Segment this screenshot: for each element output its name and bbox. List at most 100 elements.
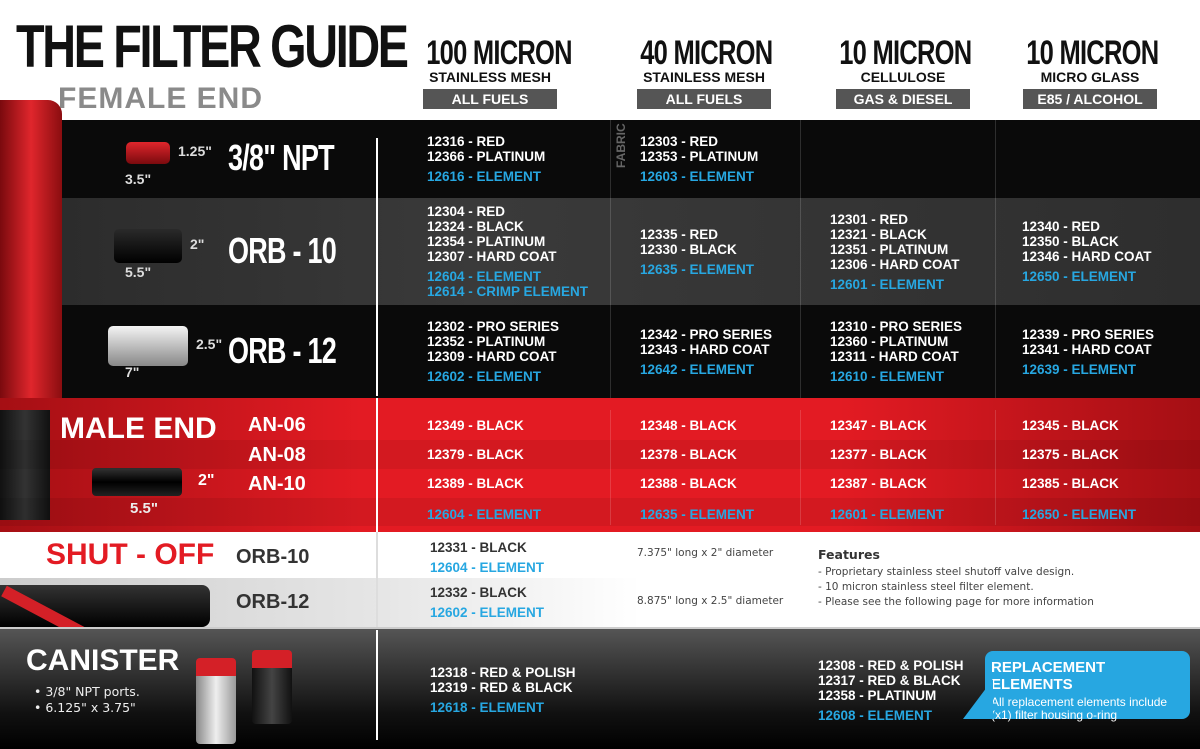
- column-header: 40 MICRON STAINLESS MESH ALL FUELS: [619, 36, 789, 109]
- column-header: 10 MICRON CELLULOSE GAS & DIESEL: [818, 36, 988, 109]
- canister-spec: • 6.125" x 3.75": [34, 700, 136, 715]
- part-number: 12339 - PRO SERIES: [1022, 326, 1155, 342]
- part-cell: 12302 - PRO SERIES 12352 - PLATINUM 12309 …: [427, 305, 559, 398]
- column-separator: [610, 410, 611, 525]
- canister-specs: • 3/8" NPT ports. • 6.125" x 3.75": [34, 684, 140, 716]
- part-number: 12335 - RED: [640, 226, 719, 242]
- part-number: 12388 - BLACK: [640, 476, 737, 491]
- replacement-elements-callout: REPLACEMENT ELEMENTS All replacement ele…: [963, 651, 1190, 722]
- part-cell: 12349 - BLACK: [427, 410, 524, 440]
- part-number: 12385 - BLACK: [1022, 476, 1119, 491]
- part-cell: 12310 - PRO SERIES 12360 - PLATINUM 12311 …: [830, 305, 962, 398]
- part-number-element: 12650 - ELEMENT: [1022, 269, 1137, 284]
- part-number: 12319 - RED & BLACK: [430, 680, 573, 695]
- part-cell: 12385 - BLACK: [1022, 469, 1119, 498]
- part-number-element: 12601 - ELEMENT: [830, 507, 945, 522]
- part-number-element: 12602 - ELEMENT: [430, 605, 545, 620]
- column-fuel-badge: GAS & DIESEL: [836, 89, 970, 109]
- part-number-element: 12602 - ELEMENT: [427, 369, 542, 384]
- part-number-element: 12635 - ELEMENT: [640, 261, 755, 277]
- canister-heading: CANISTER: [26, 644, 180, 677]
- table-row: AN-10 12389 - BLACK 12388 - BLACK 12387 - B…: [0, 469, 1200, 498]
- part-number: 12330 - BLACK: [640, 241, 737, 257]
- fabric-label: FABRIC: [614, 123, 628, 168]
- part-cell: 12650 - ELEMENT: [1022, 498, 1136, 526]
- part-cell: 12303 - RED 12353 - PLATINUM 12603 - ELEME…: [640, 120, 758, 198]
- length-label: 5.5": [125, 263, 152, 280]
- column-divider: [376, 630, 378, 740]
- part-number-element: 12618 - ELEMENT: [430, 700, 545, 715]
- part-number: 12310 - PRO SERIES: [830, 319, 963, 334]
- fitting-label: 3/8" NPT: [228, 137, 335, 178]
- part-cell: 12347 - BLACK: [830, 410, 927, 440]
- diameter-label: 2.5": [196, 335, 223, 352]
- column-separator: [800, 120, 801, 398]
- part-number: 12304 - RED: [427, 204, 506, 219]
- column-separator: [995, 120, 996, 398]
- fitting-label: ORB-10: [236, 546, 310, 568]
- fitting-label: AN-10: [248, 473, 306, 495]
- part-number: 12311 - HARD COAT: [830, 349, 959, 364]
- part-number-element: 12610 - ELEMENT: [830, 369, 945, 384]
- part-number-element: 12603 - ELEMENT: [640, 169, 755, 184]
- part-number: 12352 - PLATINUM: [427, 334, 546, 349]
- part-number-element: 12604 - ELEMENT: [430, 560, 545, 575]
- male-section: [0, 398, 1200, 532]
- part-cell: 12331 - BLACK 12604 - ELEMENT: [430, 535, 544, 580]
- table-row: ORB-12 8.875" long x 2.5" diameter 12332 -…: [0, 580, 1200, 625]
- column-divider: [376, 398, 378, 532]
- part-number: 12307 - HARD COAT: [427, 249, 557, 264]
- part-number-element: 12604 - ELEMENT: [427, 507, 542, 522]
- table-row: 2" 5.5" ORB - 10 12304 - RED 12324 - BLACK 12…: [0, 198, 1200, 305]
- orb10-row-bg: [0, 198, 1200, 305]
- part-number: 12387 - BLACK: [830, 476, 927, 491]
- part-cell: 12345 - BLACK: [1022, 410, 1119, 440]
- part-cell: 12387 - BLACK: [830, 469, 927, 498]
- part-cell: 12335 - RED 12330 - BLACK 12635 - ELEMENT: [640, 198, 754, 305]
- male-length: 5.5": [130, 500, 158, 517]
- male-filter-image: [92, 468, 182, 496]
- part-number-element: 12616 - ELEMENT: [427, 169, 542, 184]
- part-number: 12354 - PLATINUM: [427, 234, 546, 249]
- part-cell: 12379 - BLACK: [427, 440, 524, 469]
- black-filter-image: [0, 410, 50, 520]
- part-number: 12360 - PLATINUM: [830, 334, 949, 349]
- part-cell: 12604 - ELEMENT: [427, 498, 541, 526]
- feature-item: - 10 micron stainless steel filter eleme…: [818, 581, 1034, 593]
- part-number: 12378 - BLACK: [640, 447, 737, 462]
- table-row: AN-08 12379 - BLACK 12378 - BLACK 12377 - B…: [0, 440, 1200, 469]
- fitting-label: ORB-12: [236, 591, 310, 613]
- part-number-element: 12650 - ELEMENT: [1022, 507, 1137, 522]
- diameter-label: 2": [190, 235, 205, 252]
- column-separator: [610, 120, 611, 398]
- part-number: 12349 - BLACK: [427, 417, 524, 433]
- part-number: 12306 - HARD COAT: [830, 256, 960, 272]
- part-number: 12358 - PLATINUM: [818, 687, 937, 703]
- feature-item: - Please see the following page for more…: [818, 596, 1094, 608]
- column-divider: [376, 532, 378, 627]
- part-number: 12318 - RED & POLISH: [430, 665, 576, 680]
- part-number: 12379 - BLACK: [427, 447, 524, 462]
- fitting-label: ORB - 12: [228, 329, 337, 371]
- table-row: 1.25" 3.5" 3/8" NPT 12316 - RED 12366 - PLAT…: [0, 120, 1200, 198]
- part-number: 12366 - PLATINUM: [427, 149, 546, 164]
- part-number: 12340 - RED: [1022, 219, 1101, 234]
- part-number: 12316 - RED: [427, 134, 506, 149]
- features-title: Features: [818, 547, 880, 562]
- part-cell: 12389 - BLACK: [427, 469, 524, 498]
- part-number: 12317 - RED & BLACK: [818, 672, 961, 688]
- part-number: 12303 - RED: [640, 134, 719, 149]
- diameter-label: 1.25": [178, 143, 212, 159]
- features-list: - Proprietary stainless steel shutoff va…: [818, 565, 1094, 610]
- column-header: 100 MICRON STAINLESS MESH ALL FUELS: [405, 36, 575, 109]
- column-separator: [800, 410, 801, 525]
- part-number: 12375 - BLACK: [1022, 447, 1119, 462]
- table-row: 12318 - RED & POLISH 12319 - RED & BLACK 1…: [0, 640, 1200, 740]
- part-cell: 12601 - ELEMENT: [830, 498, 944, 526]
- part-number: 12332 - BLACK: [430, 585, 527, 600]
- part-number: 12331 - BLACK: [430, 540, 527, 555]
- size-label: 7.375" long x 2" diameter: [637, 547, 774, 559]
- part-number: 12346 - HARD COAT: [1022, 249, 1152, 264]
- part-number: 12351 - PLATINUM: [830, 241, 949, 257]
- part-number: 12342 - PRO SERIES: [640, 326, 773, 342]
